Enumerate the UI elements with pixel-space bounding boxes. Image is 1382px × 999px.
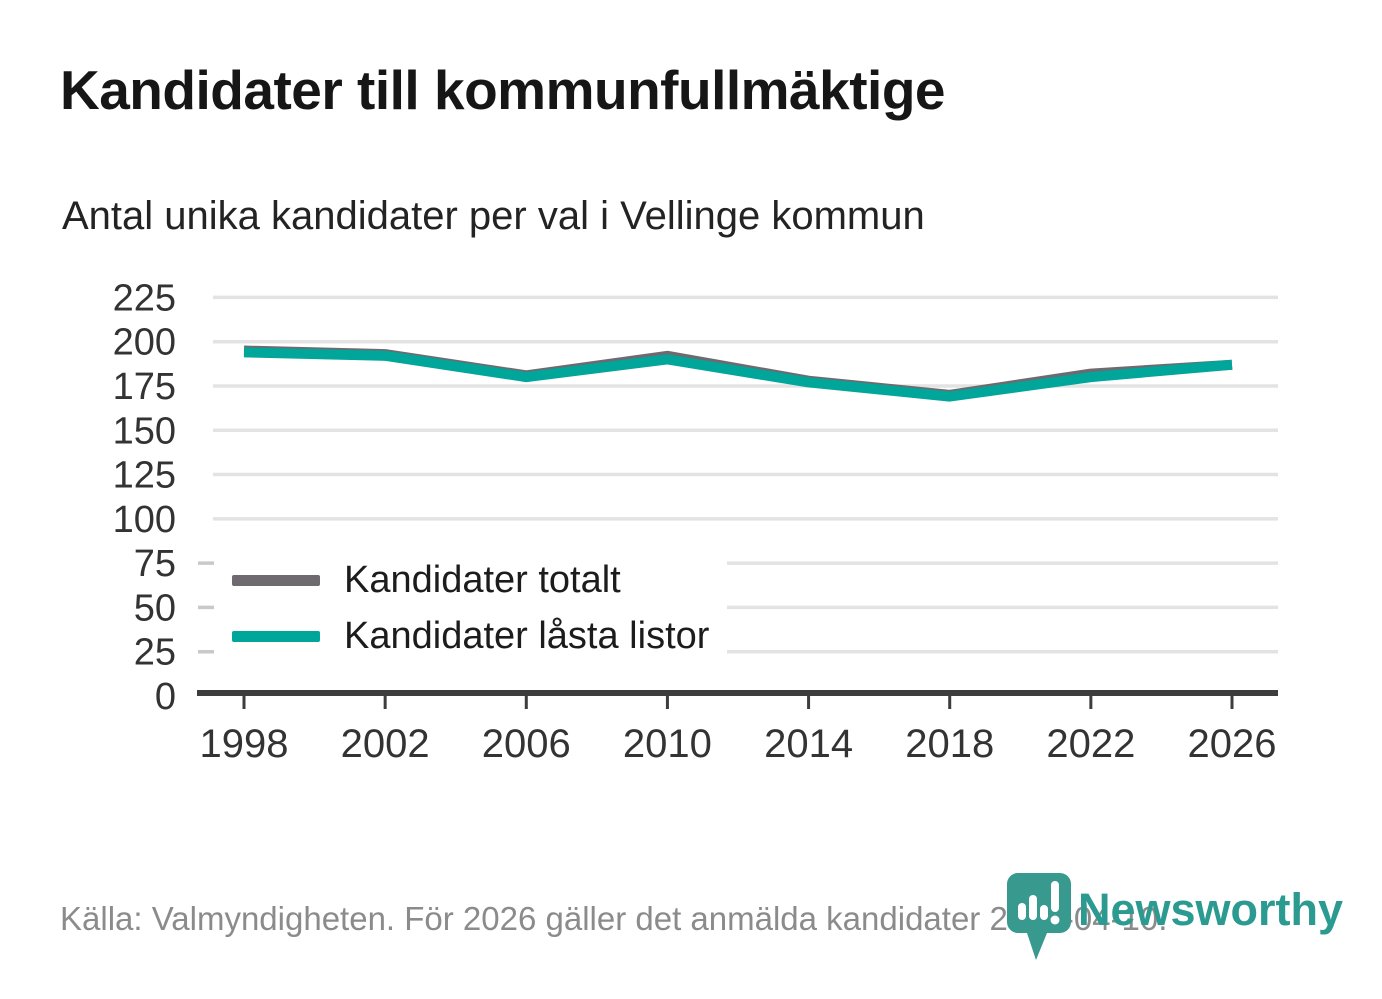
y-tick-label-25: 25	[134, 632, 176, 674]
legend-label-totalt: Kandidater totalt	[344, 558, 621, 601]
newsworthy-wordmark: Newsworthy	[1078, 884, 1344, 935]
legend-swatch-totalt	[232, 574, 320, 586]
legend-item-totalt: Kandidater totalt	[232, 552, 709, 608]
y-tick-label-50: 50	[134, 587, 176, 629]
y-tick-label-225: 225	[113, 277, 176, 319]
series-line-kandidater-l-sta-listor	[243, 347, 1233, 402]
y-tick-label-125: 125	[113, 455, 176, 497]
x-tick-label-2018: 2018	[905, 722, 994, 766]
y-tick-label-0: 0	[155, 676, 176, 718]
y-tick-label-150: 150	[113, 410, 176, 452]
y-tick-label-100: 100	[113, 499, 176, 541]
chart-title: Kandidater till kommunfullmäktige	[60, 59, 946, 121]
x-tick-label-2010: 2010	[623, 722, 712, 766]
chart-legend: Kandidater totalt Kandidater låsta listo…	[214, 548, 728, 672]
x-tick-label-2002: 2002	[341, 722, 430, 766]
y-tick-label-175: 175	[113, 366, 176, 408]
y-tick-label-75: 75	[134, 543, 176, 585]
newsworthy-pin-icon	[1007, 873, 1071, 960]
legend-item-lasta-listor: Kandidater låsta listor	[232, 608, 709, 664]
x-tick-label-2022: 2022	[1046, 722, 1135, 766]
newsworthy-logo: Newsworthy	[1006, 872, 1343, 964]
x-tick-label-1998: 1998	[200, 722, 289, 766]
source-note: Källa: Valmyndigheten. För 2026 gäller d…	[60, 900, 1168, 937]
chart-subtitle: Antal unika kandidater per val i Velling…	[62, 194, 925, 238]
x-tick-label-2026: 2026	[1188, 722, 1277, 766]
x-tick-label-2014: 2014	[764, 722, 853, 766]
legend-label-lasta-listor: Kandidater låsta listor	[344, 614, 710, 657]
legend-swatch-lasta-listor	[232, 630, 320, 642]
x-tick-label-2006: 2006	[482, 722, 571, 766]
y-tick-label-200: 200	[113, 322, 176, 364]
